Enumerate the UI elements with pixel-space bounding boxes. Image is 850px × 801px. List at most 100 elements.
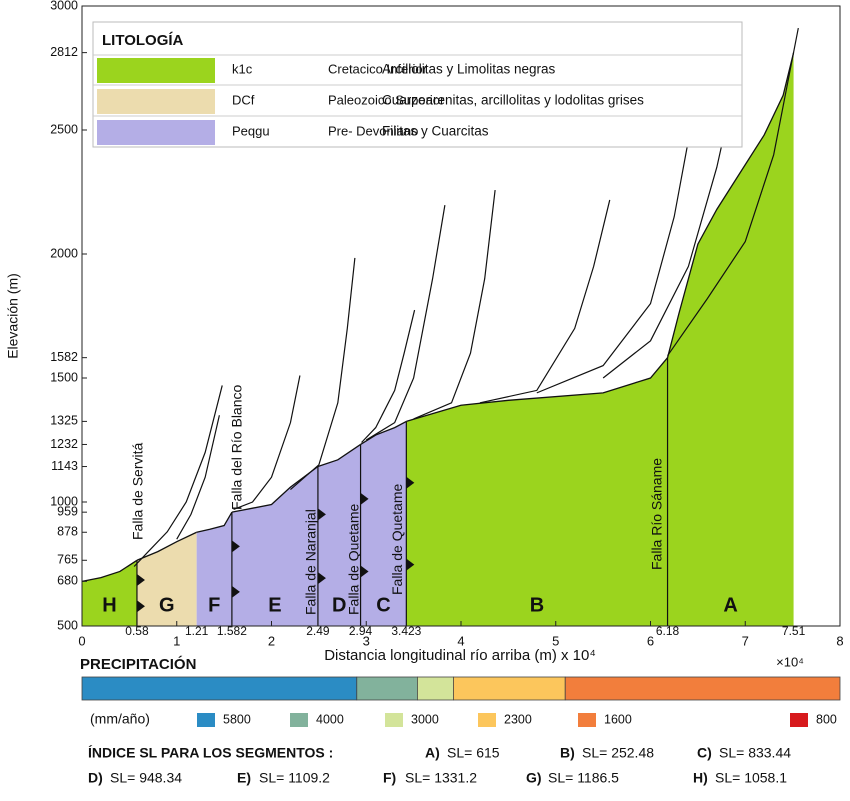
precipitation-legend-label: 800 (816, 712, 837, 726)
sl-label: F) (383, 770, 396, 786)
tributary-line (290, 257, 356, 491)
thrust-marker (360, 565, 369, 578)
boundary-tick-label: 2.94 (349, 624, 373, 638)
segment-area (136, 532, 197, 626)
tributary-line (479, 199, 611, 404)
y-tick-label: 1000 (50, 494, 78, 508)
sl-label: C) (697, 745, 712, 761)
tributary-line (361, 309, 416, 443)
y-tick-label: 1143 (51, 459, 78, 473)
precipitation-legend-label: 5800 (223, 712, 251, 726)
precipitation-segment (81, 676, 358, 701)
thrust-marker (360, 492, 369, 505)
x-tick-label: 7 (742, 633, 749, 648)
legend-code: Peqgu (232, 123, 270, 138)
sl-value: SL= 833.44 (719, 745, 791, 761)
y-tick-label: 680 (57, 574, 78, 588)
y-tick-label: 2812 (50, 45, 78, 59)
y-tick-label: 2000 (50, 246, 78, 260)
legend-description: Filitas y Cuarcitas (382, 124, 489, 139)
precipitation-title: PRECIPITACIÓN (80, 655, 196, 673)
thrust-marker (406, 476, 415, 489)
thrust-marker (136, 573, 145, 586)
boundary-tick-label: 7.51 (782, 624, 806, 638)
sl-value: SL= 1331.2 (405, 770, 477, 786)
x-tick-label: 3 (363, 633, 370, 648)
tributary-line (176, 415, 220, 540)
segment-label: E (268, 594, 281, 616)
profile-line (317, 443, 361, 468)
thrust-marker (136, 600, 145, 613)
x-tick-label: 6 (647, 633, 654, 648)
y-tick-label: 2500 (50, 122, 78, 136)
y-axis-label: Elevación (m) (5, 273, 21, 359)
legend-description: Arcillolitas y Limolitas negras (382, 62, 556, 77)
boundary-tick-label: 2.49 (306, 624, 330, 638)
sl-label: H) (693, 770, 708, 786)
thrust-marker (231, 540, 240, 553)
tributary-line (365, 205, 446, 441)
precipitation-segment (356, 676, 418, 701)
segment-area (667, 52, 794, 626)
boundary-tick-label: 6.18 (656, 624, 680, 638)
precipitation-legend-label: 3000 (411, 712, 439, 726)
segment-area (231, 466, 318, 626)
precipitation-unit: (mm/año) (90, 711, 150, 727)
segment-label: C (376, 594, 390, 616)
precipitation-segment (564, 676, 841, 701)
y-tick-label: 1325 (50, 414, 78, 428)
x-tick-label: 8 (836, 633, 843, 648)
boundary-tick-label: 0.58 (125, 624, 149, 638)
x-axis-label: Distancia longitudinal río arriba (m) x … (324, 647, 596, 664)
fault-label: Falla del Río Blanco (229, 384, 245, 510)
profile-line (231, 466, 319, 513)
segment-area (82, 560, 137, 626)
y-tick-label: 959 (57, 504, 78, 518)
profile-line (406, 357, 669, 423)
x-tick-label: 0 (78, 633, 85, 648)
precipitation-swatch (290, 713, 308, 727)
legend-description: Cuarzoarenitas, arcillolitas y lodolitas… (382, 93, 644, 108)
x-tick-label: 5 (552, 633, 559, 648)
profile-line (196, 511, 233, 533)
sl-value: SL= 252.48 (582, 745, 654, 761)
thrust-marker (231, 585, 240, 598)
sl-value: SL= 615 (447, 745, 500, 761)
precipitation-segment (453, 676, 566, 701)
sl-title: ÍNDICE SL PARA LOS SEGMENTOS : (88, 745, 333, 761)
boundary-tick-label: 1.21 (185, 624, 209, 638)
fault-label: Falla de Quetame (389, 484, 405, 595)
thrust-marker (317, 508, 326, 521)
segment-label: F (208, 594, 220, 616)
precipitation-legend-label: 4000 (316, 712, 344, 726)
tributary-line (413, 189, 496, 420)
tributary-line (233, 375, 301, 510)
legend-code: k1c (232, 61, 253, 76)
sl-label: A) (425, 745, 440, 761)
fault-label: Falla de Naranjal (303, 509, 319, 615)
segment-area (406, 357, 668, 626)
y-tick-label: 765 (57, 553, 78, 567)
boundary-tick-label: 3.423 (391, 624, 421, 638)
tributary-line (667, 27, 799, 357)
fault-label: Falla de Servitá (130, 443, 146, 540)
y-tick-label: 878 (57, 525, 78, 539)
legend-age: Pre- Devoniano (328, 123, 418, 138)
segment-label: H (102, 594, 116, 616)
legend-swatch (97, 58, 215, 83)
y-tick-label: 1582 (50, 350, 78, 364)
x-tick-label: 4 (457, 633, 464, 648)
segment-label: G (159, 594, 175, 616)
sl-value: SL= 948.34 (110, 770, 182, 786)
precipitation-legend-label: 1600 (604, 712, 632, 726)
segment-area (360, 421, 407, 626)
precipitation-swatch (197, 713, 215, 727)
segment-label: D (332, 594, 346, 616)
sl-value: SL= 1109.2 (259, 770, 330, 786)
profile-line (81, 559, 138, 582)
legend-code: DCf (232, 92, 255, 107)
tributary-line (536, 129, 691, 394)
thrust-marker (317, 572, 326, 585)
